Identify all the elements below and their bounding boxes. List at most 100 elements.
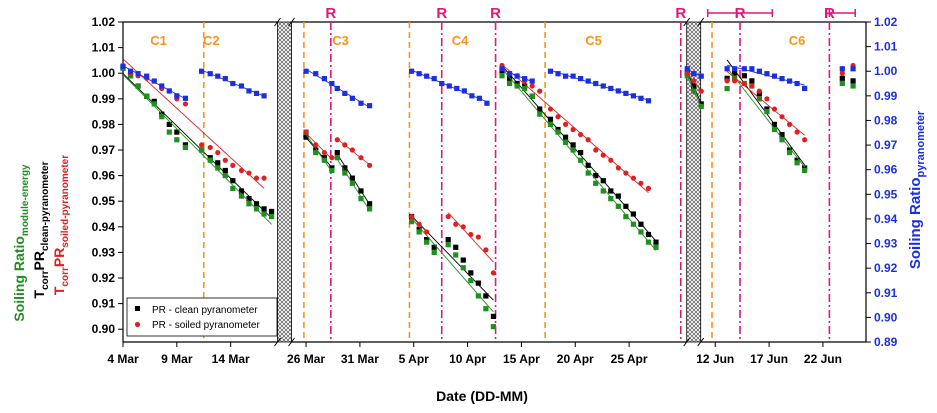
series-pr-soiled-pyranometer [120, 58, 856, 276]
data-point [764, 96, 770, 102]
plot-area: 0.90 0.91 0.92 0.93 0.94 0.95 0.96 0.97 0.98 0.99… [92, 5, 898, 366]
data-point [529, 83, 535, 89]
data-point [537, 88, 543, 94]
y-right-tick-label: 0.89 [874, 335, 898, 349]
y-right-tick-label: 0.91 [874, 286, 898, 300]
data-point [453, 221, 459, 227]
data-point [460, 224, 466, 230]
data-point [342, 90, 348, 96]
data-point [623, 203, 629, 209]
x-tick-label: 25 Apr [611, 352, 648, 366]
data-point [166, 129, 172, 135]
trend-line [726, 67, 805, 168]
data-point [547, 121, 554, 127]
y-left-tick-label: 1.02 [92, 15, 116, 29]
data-point [366, 103, 373, 109]
data-point [653, 239, 659, 245]
data-point [578, 132, 584, 138]
data-point [475, 234, 481, 240]
data-point [207, 157, 213, 163]
data-point [570, 126, 576, 133]
data-point [207, 144, 213, 151]
axis-break-slash [697, 337, 705, 347]
data-point [608, 85, 614, 92]
data-point [303, 68, 309, 74]
data-point [562, 134, 569, 140]
data-point [329, 80, 335, 87]
data-point [522, 76, 528, 82]
data-point [182, 95, 189, 101]
data-point [445, 242, 451, 248]
cleaning-label-c4: C4 [452, 33, 469, 48]
data-point [334, 149, 340, 156]
data-point [537, 111, 543, 117]
trend-line [305, 134, 333, 172]
data-point [321, 157, 327, 163]
data-point [431, 76, 437, 82]
legend-marker-soiled [134, 321, 141, 328]
data-point [476, 95, 483, 101]
data-point [182, 144, 189, 151]
data-point [469, 93, 475, 99]
data-point [732, 78, 738, 84]
data-point [215, 73, 221, 79]
data-point [334, 137, 340, 143]
data-point [334, 85, 340, 92]
data-point [839, 75, 845, 81]
data-point [839, 80, 845, 87]
cleaning-label-c6: C6 [789, 33, 806, 48]
data-point [547, 106, 554, 112]
data-point [199, 68, 205, 74]
x-tick-label: 5 Apr [399, 352, 430, 366]
data-point [454, 85, 460, 92]
data-point [600, 83, 606, 89]
data-point [850, 83, 856, 89]
data-point [585, 137, 591, 143]
y-right-tick-label: 1.00 [874, 64, 898, 78]
data-point [253, 90, 260, 96]
rain-label-2: R [436, 5, 447, 22]
data-point [578, 157, 584, 163]
y-left-tick-label: 0.91 [92, 297, 116, 311]
data-point [151, 78, 157, 84]
data-point [562, 121, 569, 127]
data-point [839, 66, 845, 72]
data-point [724, 85, 730, 92]
data-point [638, 95, 644, 101]
data-point [329, 155, 335, 161]
data-point [246, 170, 252, 176]
data-point [408, 68, 415, 74]
data-point [468, 231, 474, 238]
axis-break-slash [288, 337, 295, 347]
data-point [445, 213, 451, 220]
data-point [135, 83, 141, 89]
data-point [786, 121, 793, 127]
data-point [230, 178, 236, 184]
data-point [698, 103, 704, 110]
data-point [269, 213, 275, 220]
svg-text:TcorrPRsoiled-pyranometer: TcorrPRsoiled-pyranometer [51, 155, 71, 295]
data-point [593, 80, 599, 87]
data-point [623, 213, 629, 220]
data-point [483, 247, 489, 253]
y-right-tick-label: 0.90 [874, 310, 898, 324]
data-point [749, 78, 755, 84]
data-point [358, 188, 364, 194]
data-point [269, 208, 275, 215]
legend: PR - clean pyranometer PR - soiled pyrano… [126, 297, 278, 337]
data-point [230, 185, 236, 191]
data-point [570, 142, 576, 148]
y-right-tick-label: 0.93 [874, 237, 898, 251]
data-point [623, 90, 629, 96]
y-left-title-line1: Soiling Ratio [11, 236, 27, 322]
data-point [484, 100, 490, 106]
x-tick-label: 20 Apr [557, 352, 594, 366]
data-point [698, 88, 704, 94]
data-point [741, 80, 747, 87]
data-point [578, 149, 584, 156]
data-point [342, 170, 348, 176]
data-point [349, 95, 355, 101]
data-point [779, 114, 785, 120]
legend-label-clean: PR - clean pyranometer [152, 305, 258, 316]
x-tick-label: 15 Apr [503, 352, 540, 366]
